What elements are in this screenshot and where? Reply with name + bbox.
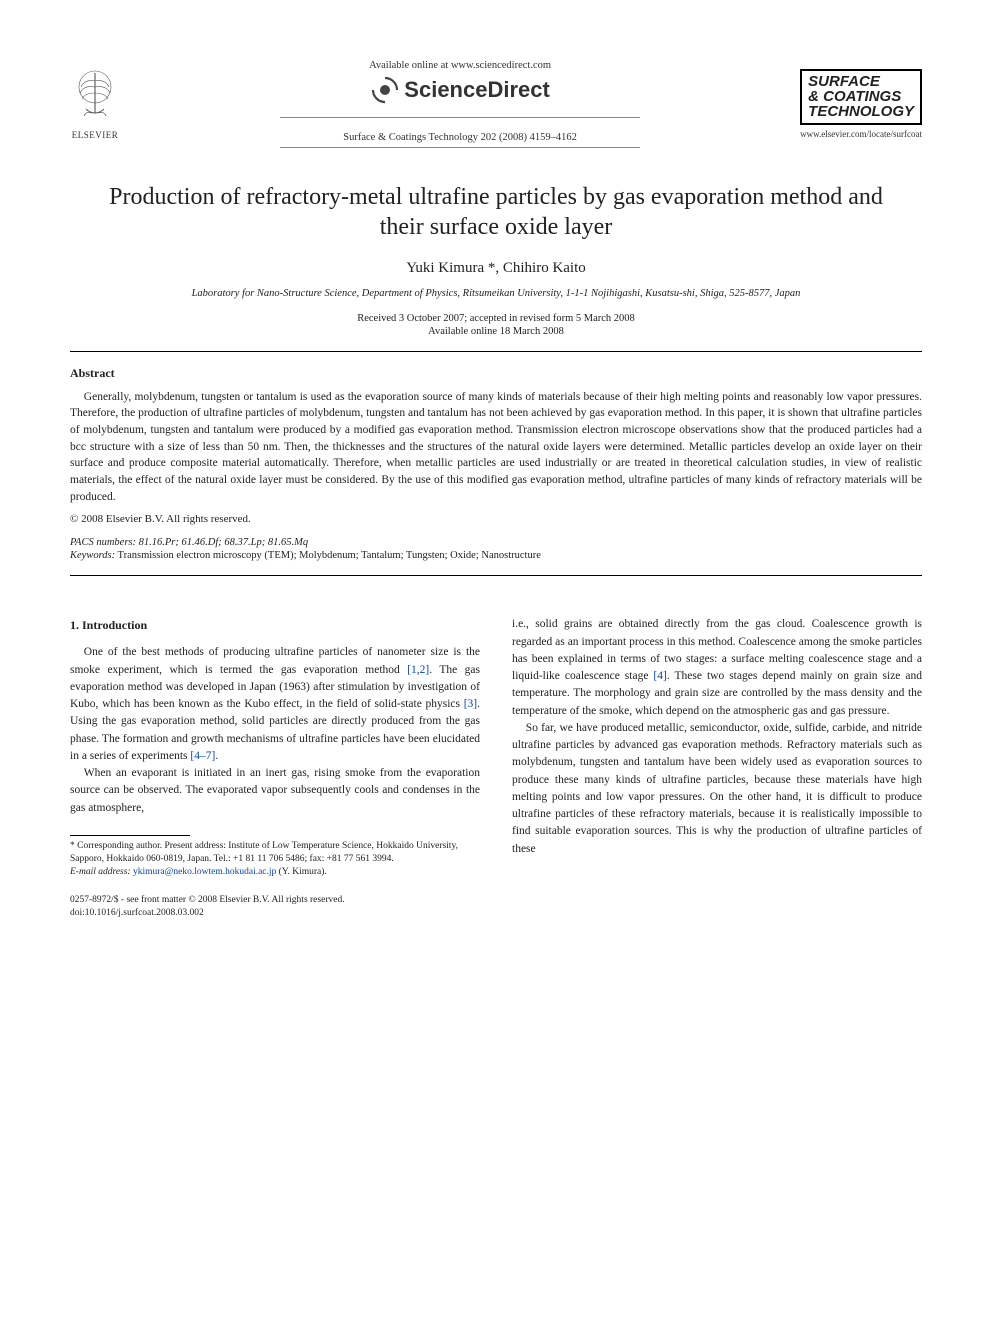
bottom-meta: 0257-8972/$ - see front matter © 2008 El…: [70, 894, 480, 920]
header-rule-top: [280, 117, 640, 118]
rule-above-abstract: [70, 351, 922, 352]
abstract-body: Generally, molybdenum, tungsten or tanta…: [70, 389, 922, 506]
pacs-line: PACS numbers: 81.16.Pr; 61.46.Df; 68.37.…: [70, 537, 922, 548]
publisher-block: ELSEVIER: [70, 69, 120, 140]
issn-line: 0257-8972/$ - see front matter © 2008 El…: [70, 894, 480, 907]
pacs-label: PACS numbers:: [70, 537, 136, 548]
elsevier-tree-icon: [70, 69, 120, 123]
corresponding-author-footnote: * Corresponding author. Present address:…: [70, 840, 480, 880]
ref-link-1-2[interactable]: [1,2]: [407, 664, 429, 676]
journal-logo-line3: TECHNOLOGY: [808, 104, 914, 119]
intro-para-1: One of the best methods of producing ult…: [70, 644, 480, 765]
ref-link-4-7[interactable]: [4–7]: [190, 750, 215, 762]
p1-text-d: .: [215, 750, 218, 762]
journal-block: SURFACE & COATINGS TECHNOLOGY www.elsevi…: [800, 69, 922, 139]
footnote-rule: [70, 835, 190, 836]
left-column: 1. Introduction One of the best methods …: [70, 616, 480, 919]
email-label: E-mail address:: [70, 867, 131, 877]
keywords-label: Keywords:: [70, 550, 115, 561]
rule-below-keywords: [70, 575, 922, 576]
article-title: Production of refractory-metal ultrafine…: [90, 182, 902, 242]
section-1-heading: 1. Introduction: [70, 616, 480, 634]
authors-line: Yuki Kimura *, Chihiro Kaito: [70, 260, 922, 277]
body-columns: 1. Introduction One of the best methods …: [70, 616, 922, 919]
journal-logo-line2: & COATINGS: [808, 89, 914, 104]
intro-para-2: When an evaporant is initiated in an ine…: [70, 765, 480, 817]
ref-link-3[interactable]: [3]: [464, 698, 477, 710]
footnote-corr: * Corresponding author. Present address:…: [70, 840, 480, 867]
abstract-copyright: © 2008 Elsevier B.V. All rights reserved…: [70, 513, 922, 525]
authors-text: Yuki Kimura *, Chihiro Kaito: [406, 260, 586, 276]
citation-line: Surface & Coatings Technology 202 (2008)…: [120, 132, 800, 143]
right-para-2: So far, we have produced metallic, semic…: [512, 720, 922, 858]
abstract-heading: Abstract: [70, 366, 922, 381]
pacs-values: 81.16.Pr; 61.46.Df; 68.37.Lp; 81.65.Mq: [136, 537, 308, 548]
received-line: Received 3 October 2007; accepted in rev…: [70, 313, 922, 324]
header-rule-bottom: [280, 147, 640, 148]
ref-link-4[interactable]: [4]: [653, 670, 666, 682]
available-online-line: Available online 18 March 2008: [70, 326, 922, 337]
page-header: ELSEVIER Available online at www.science…: [70, 60, 922, 148]
sciencedirect-text: ScienceDirect: [404, 77, 550, 103]
journal-logo-line1: SURFACE: [808, 74, 914, 89]
right-para-1: i.e., solid grains are obtained directly…: [512, 616, 922, 720]
footnote-email-line: E-mail address: ykimura@neko.lowtem.hoku…: [70, 866, 480, 879]
sciencedirect-swirl-icon: [370, 75, 400, 105]
keywords-line: Keywords: Transmission electron microsco…: [70, 550, 922, 561]
sciencedirect-logo: ScienceDirect: [120, 75, 800, 105]
journal-logo: SURFACE & COATINGS TECHNOLOGY: [800, 69, 922, 125]
email-link[interactable]: ykimura@neko.lowtem.hokudai.ac.jp: [131, 867, 277, 877]
doi-line: doi:10.1016/j.surfcoat.2008.03.002: [70, 907, 480, 920]
publisher-label: ELSEVIER: [70, 130, 120, 140]
email-suffix: (Y. Kimura).: [276, 867, 326, 877]
center-header-block: Available online at www.sciencedirect.co…: [120, 60, 800, 148]
journal-url: www.elsevier.com/locate/surfcoat: [800, 129, 922, 139]
affiliation: Laboratory for Nano-Structure Science, D…: [70, 287, 922, 301]
keywords-values: Transmission electron microscopy (TEM); …: [115, 550, 541, 561]
right-column: i.e., solid grains are obtained directly…: [512, 616, 922, 919]
available-online-text: Available online at www.sciencedirect.co…: [120, 60, 800, 71]
